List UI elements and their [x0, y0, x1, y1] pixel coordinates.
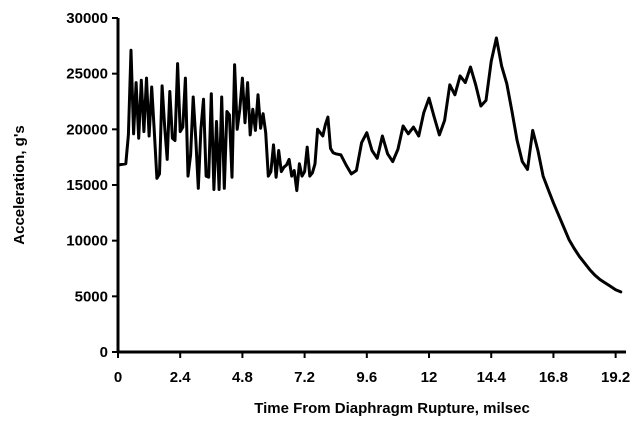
y-axis-ticks: 0 5000 10000 15000 20000 25000 30000 [66, 10, 118, 361]
x-axis-title: Time From Diaphragm Rupture, milsec [254, 400, 530, 417]
x-tick-label: 4.8 [232, 369, 253, 386]
x-tick-label: 9.6 [356, 369, 377, 386]
x-tick-label: 19.2 [601, 369, 630, 386]
x-tick-label: 0 [114, 369, 122, 386]
y-tick-label: 30000 [66, 10, 108, 27]
axes [116, 18, 626, 354]
y-tick-label: 5000 [75, 288, 108, 305]
x-tick-label: 14.4 [477, 369, 507, 386]
y-tick-label: 0 [100, 344, 108, 361]
x-tick-label: 12 [421, 369, 438, 386]
y-axis-title: Acceleration, g's [11, 125, 28, 244]
y-tick-label: 15000 [66, 177, 108, 194]
x-tick-label: 2.4 [170, 369, 192, 386]
x-tick-label: 7.2 [294, 369, 315, 386]
x-tick-label: 16.8 [539, 369, 568, 386]
series-line-acceleration [116, 36, 623, 294]
y-tick-label: 20000 [66, 121, 108, 138]
y-tick-label: 10000 [66, 233, 108, 250]
y-tick-label: 25000 [66, 66, 108, 83]
x-axis-ticks: 0 2.4 4.8 7.2 9.6 12 14.4 16.8 19.2 [114, 352, 630, 386]
